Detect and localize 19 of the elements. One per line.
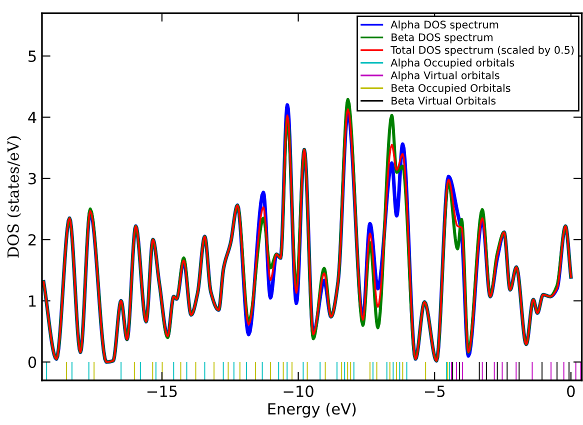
x-tick-label: −15 <box>147 386 177 398</box>
legend-label: Alpha Virtual orbitals <box>390 71 500 82</box>
legend-label: Total DOS spectrum (scaled by 0.5) <box>390 46 574 56</box>
x-tick-label: 0 <box>567 386 575 398</box>
y-tick-label: 4 <box>28 112 36 124</box>
y-tick-label: 5 <box>28 50 36 62</box>
legend-label: Beta DOS spectrum <box>392 33 492 44</box>
y-tick-label: 0 <box>28 356 36 368</box>
legend-label: Alpha DOS spectrum <box>390 20 498 31</box>
y-tick-label: 1 <box>29 295 36 307</box>
y-axis-title: DOS (states/eV) <box>7 136 22 258</box>
y-tick-label: 3 <box>28 172 36 184</box>
x-tick-label: −5 <box>424 386 445 398</box>
x-tick-label: −10 <box>284 386 314 398</box>
legend-label: Beta Virtual Orbitals <box>392 96 496 105</box>
legend-label: Beta Occupied Orbitals <box>392 84 510 94</box>
y-tick-label: 2 <box>28 234 36 246</box>
legend-label: Alpha Occupied orbitals <box>390 58 514 69</box>
x-axis-title: Energy (eV) <box>268 402 356 418</box>
